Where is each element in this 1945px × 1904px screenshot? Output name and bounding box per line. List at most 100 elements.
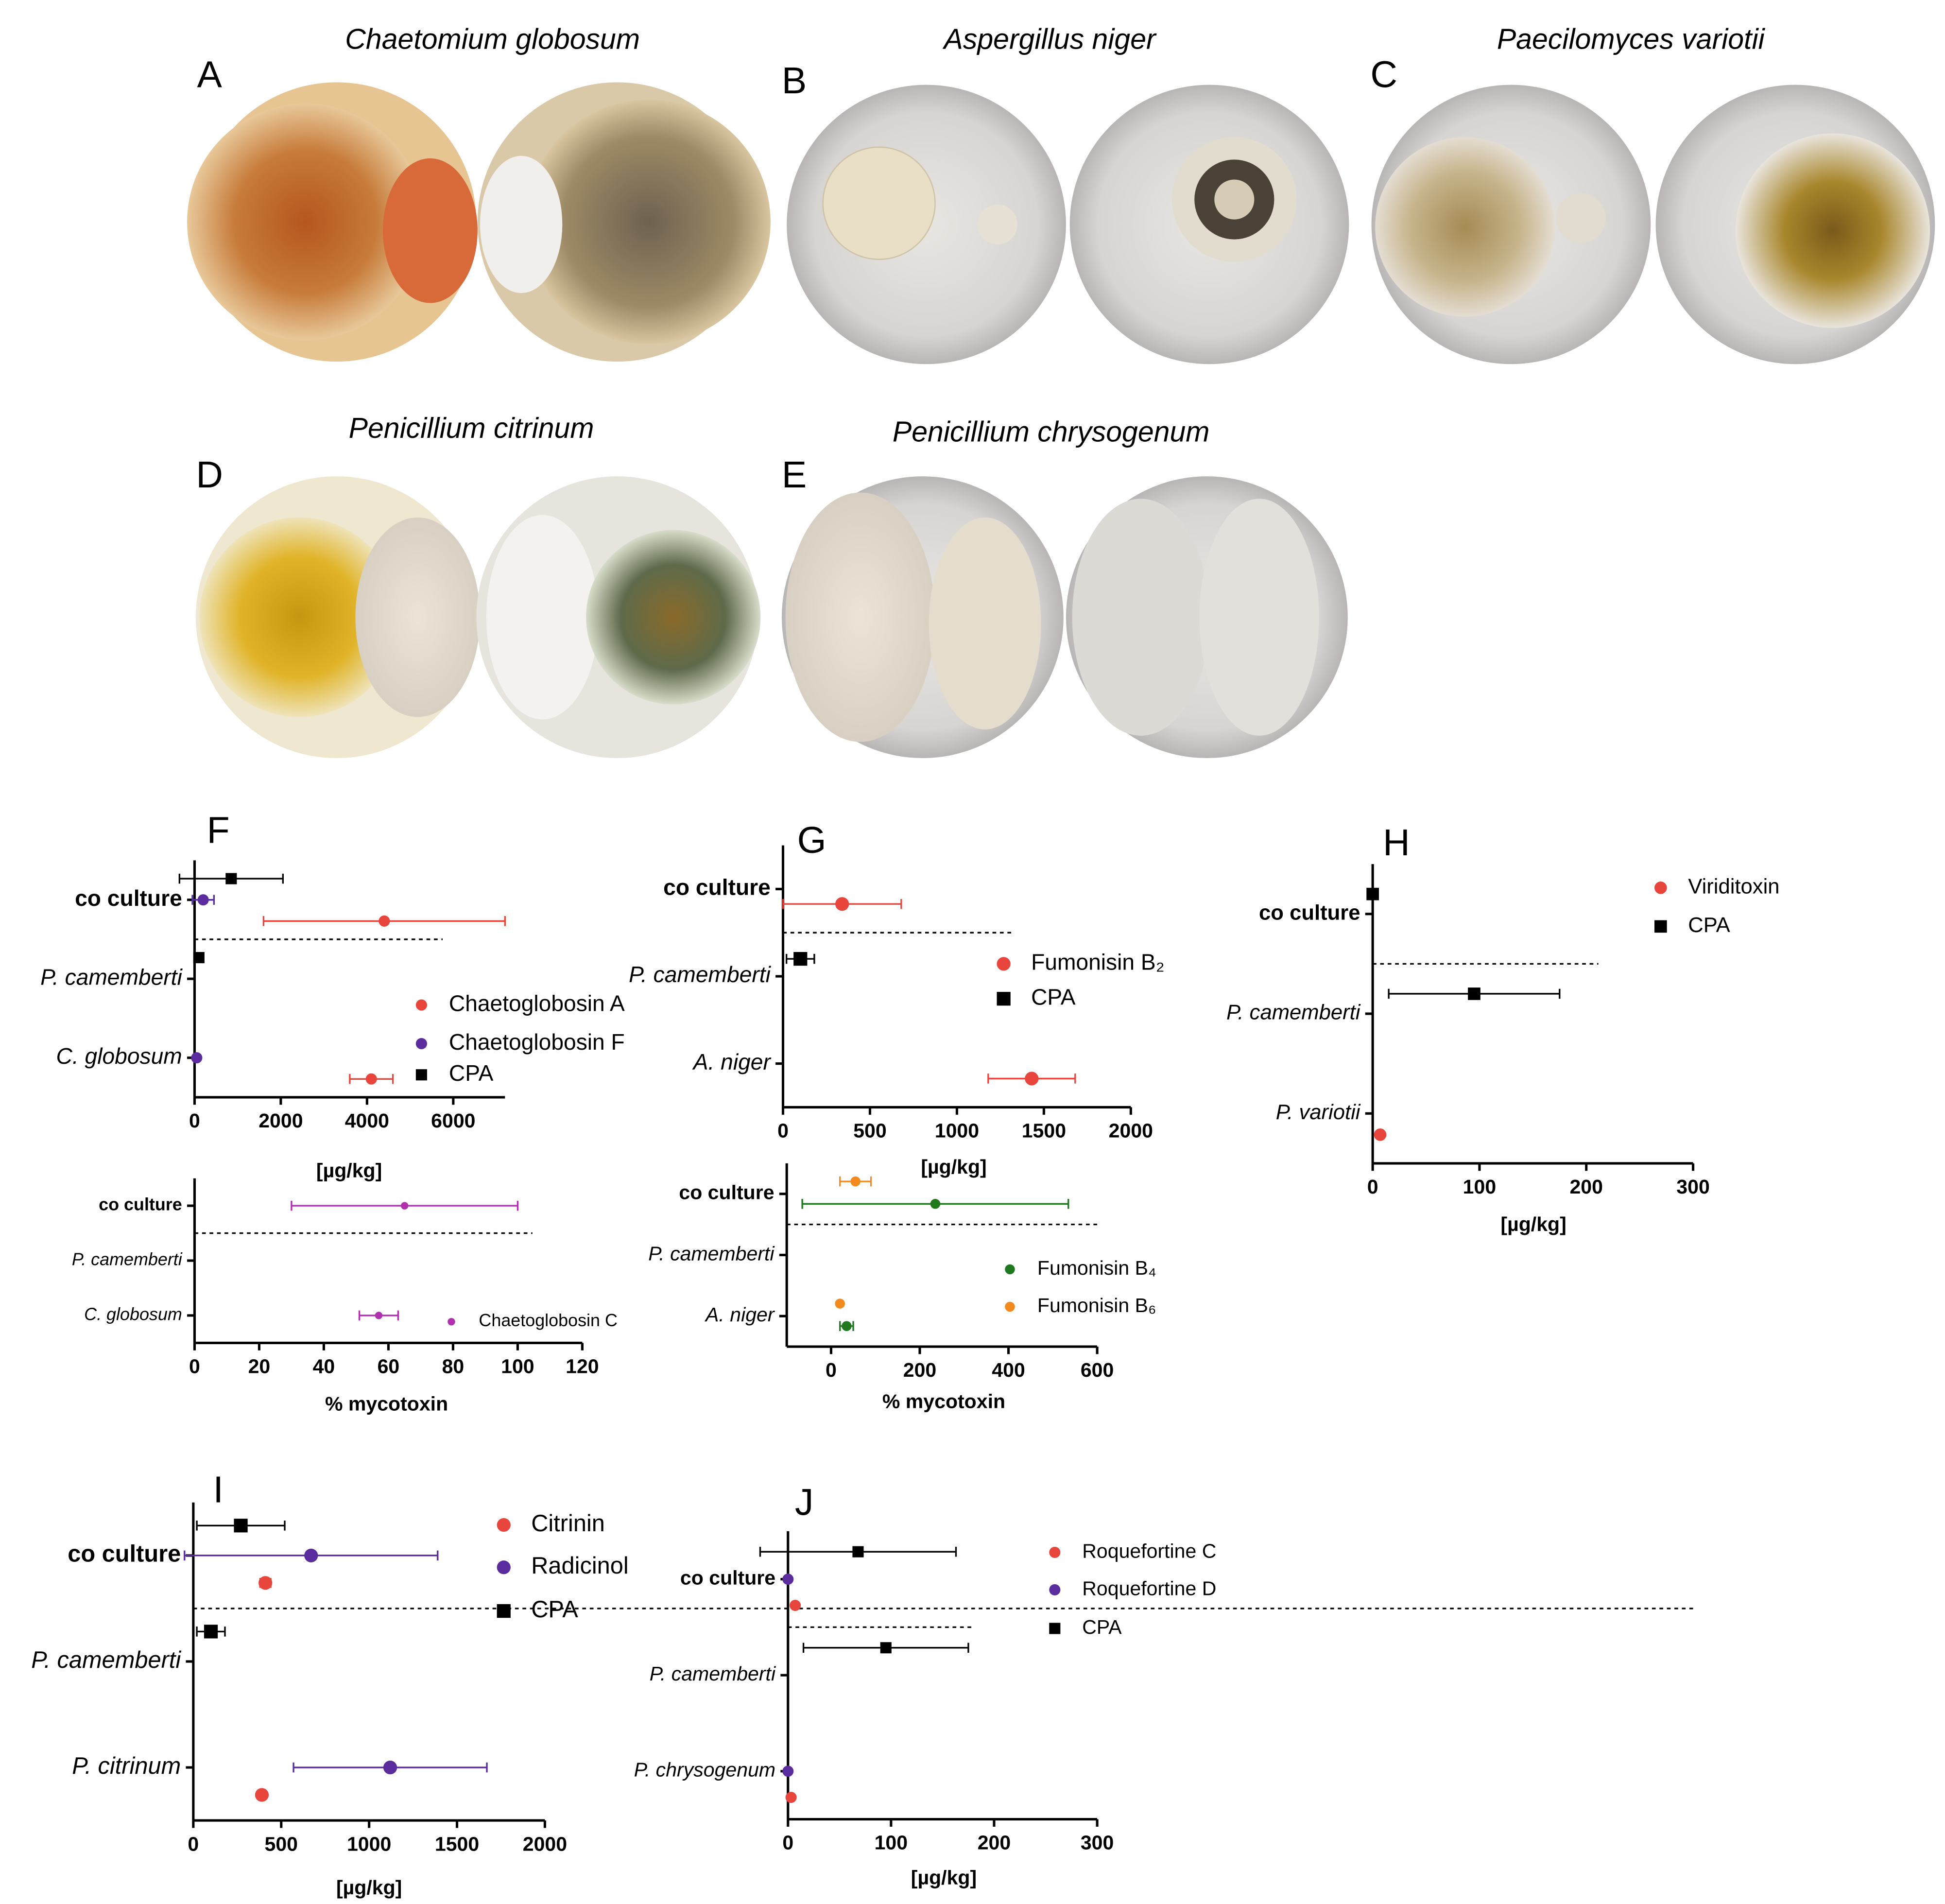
x-tick-label: 20 (248, 1355, 271, 1378)
colony (1214, 179, 1255, 220)
marker (782, 1574, 794, 1585)
category-label: C. globosum (56, 1043, 182, 1069)
colony (1556, 193, 1606, 243)
marker (1025, 1072, 1039, 1086)
category-label: P. camemberti (650, 1662, 776, 1685)
legend-label: Radicinol (531, 1553, 629, 1579)
colony (586, 530, 761, 705)
marker (1468, 987, 1480, 1000)
x-tick-label: 60 (378, 1355, 400, 1378)
colony (480, 156, 563, 293)
legend-marker (1005, 1264, 1015, 1275)
category-label: P. chrysogenum (634, 1759, 775, 1781)
panel-title: Chaetomium globosum (345, 23, 640, 55)
legend-marker (415, 1038, 427, 1050)
x-tick-label: 0 (188, 1833, 199, 1855)
legend-label: Roquefortine D (1082, 1577, 1216, 1599)
x-tick-label: 500 (265, 1833, 298, 1855)
colony (1375, 137, 1555, 317)
marker (1366, 887, 1379, 900)
marker (258, 1576, 273, 1590)
legend-marker (415, 999, 427, 1011)
legend-label: Roquefortine C (1082, 1540, 1216, 1562)
panel-title: Paecilomyces variotii (1497, 23, 1766, 55)
x-tick-label: 200 (1569, 1176, 1602, 1198)
marker (255, 1788, 269, 1802)
marker (379, 915, 390, 927)
x-tick-label: 100 (1463, 1176, 1497, 1198)
x-tick-label: 40 (313, 1355, 335, 1378)
legend-label: CPA (449, 1060, 494, 1086)
marker (782, 1766, 794, 1777)
x-tick-label: 0 (189, 1355, 200, 1378)
legend-marker (1049, 1546, 1061, 1558)
marker (930, 1199, 941, 1209)
category-label: C. globosum (84, 1304, 182, 1324)
category-label: co culture (679, 1181, 774, 1204)
legend-marker (497, 1604, 511, 1618)
colony (187, 103, 424, 341)
marker (234, 1519, 248, 1533)
x-tick-label: 300 (1676, 1176, 1710, 1198)
marker (193, 952, 205, 964)
x-axis-label: % mycotoxin (325, 1393, 448, 1415)
legend-label: CPA (531, 1596, 578, 1623)
legend-marker (1049, 1584, 1061, 1595)
marker (375, 1312, 383, 1319)
category-label: P. camemberti (1226, 1001, 1361, 1024)
legend-label: Citrinin (531, 1510, 605, 1537)
legend-marker (415, 1069, 427, 1081)
colony (1199, 499, 1319, 736)
marker (304, 1548, 318, 1562)
legend-label: Fumonisin B₆ (1037, 1294, 1156, 1316)
panel-letter: E (782, 454, 807, 496)
x-axis-label: [µg/kg] (1500, 1213, 1566, 1235)
category-label: P. camemberti (72, 1249, 183, 1269)
colony (526, 100, 771, 345)
marker (880, 1642, 892, 1654)
x-tick-label: 0 (777, 1120, 789, 1142)
legend-marker (997, 992, 1011, 1006)
panel-letter: F (207, 809, 230, 851)
category-label: co culture (1259, 901, 1360, 924)
marker (365, 1073, 377, 1085)
x-tick-label: 0 (782, 1832, 793, 1854)
legend-marker (1049, 1623, 1061, 1634)
legend-marker (1654, 920, 1667, 933)
x-tick-label: 0 (826, 1359, 837, 1381)
x-tick-label: 1500 (435, 1833, 479, 1855)
marker (835, 1298, 845, 1309)
x-tick-label: 0 (189, 1109, 200, 1132)
legend-label: Chaetoglobosin A (449, 990, 625, 1016)
marker (197, 894, 209, 906)
colony (929, 517, 1041, 730)
x-axis-label: [µg/kg] (336, 1876, 402, 1899)
x-tick-label: 1500 (1022, 1120, 1066, 1142)
legend-marker (448, 1318, 455, 1326)
colony (977, 204, 1017, 244)
x-tick-label: 1000 (347, 1833, 391, 1855)
panel-letter: C (1370, 53, 1397, 95)
x-tick-label: 120 (566, 1355, 599, 1378)
x-tick-label: 4000 (345, 1109, 389, 1132)
marker (383, 1760, 397, 1775)
panel-title: Aspergillus niger (942, 23, 1157, 55)
panel-letter: I (213, 1469, 223, 1511)
category-label: co culture (99, 1194, 182, 1214)
category-label: co culture (680, 1566, 775, 1589)
colony (1072, 499, 1210, 736)
colony (1735, 133, 1930, 328)
x-tick-label: 200 (903, 1359, 937, 1381)
panel-letter: B (782, 60, 807, 102)
legend-label: CPA (1082, 1616, 1122, 1638)
marker (790, 1599, 801, 1611)
marker (842, 1321, 852, 1332)
category-label: co culture (68, 1541, 181, 1567)
legend-label: Chaetoglobosin F (449, 1029, 625, 1055)
x-tick-label: 2000 (258, 1109, 303, 1132)
marker (204, 1625, 218, 1639)
x-tick-label: 400 (992, 1359, 1025, 1381)
legend-marker (1005, 1301, 1015, 1312)
marker (191, 1052, 203, 1064)
